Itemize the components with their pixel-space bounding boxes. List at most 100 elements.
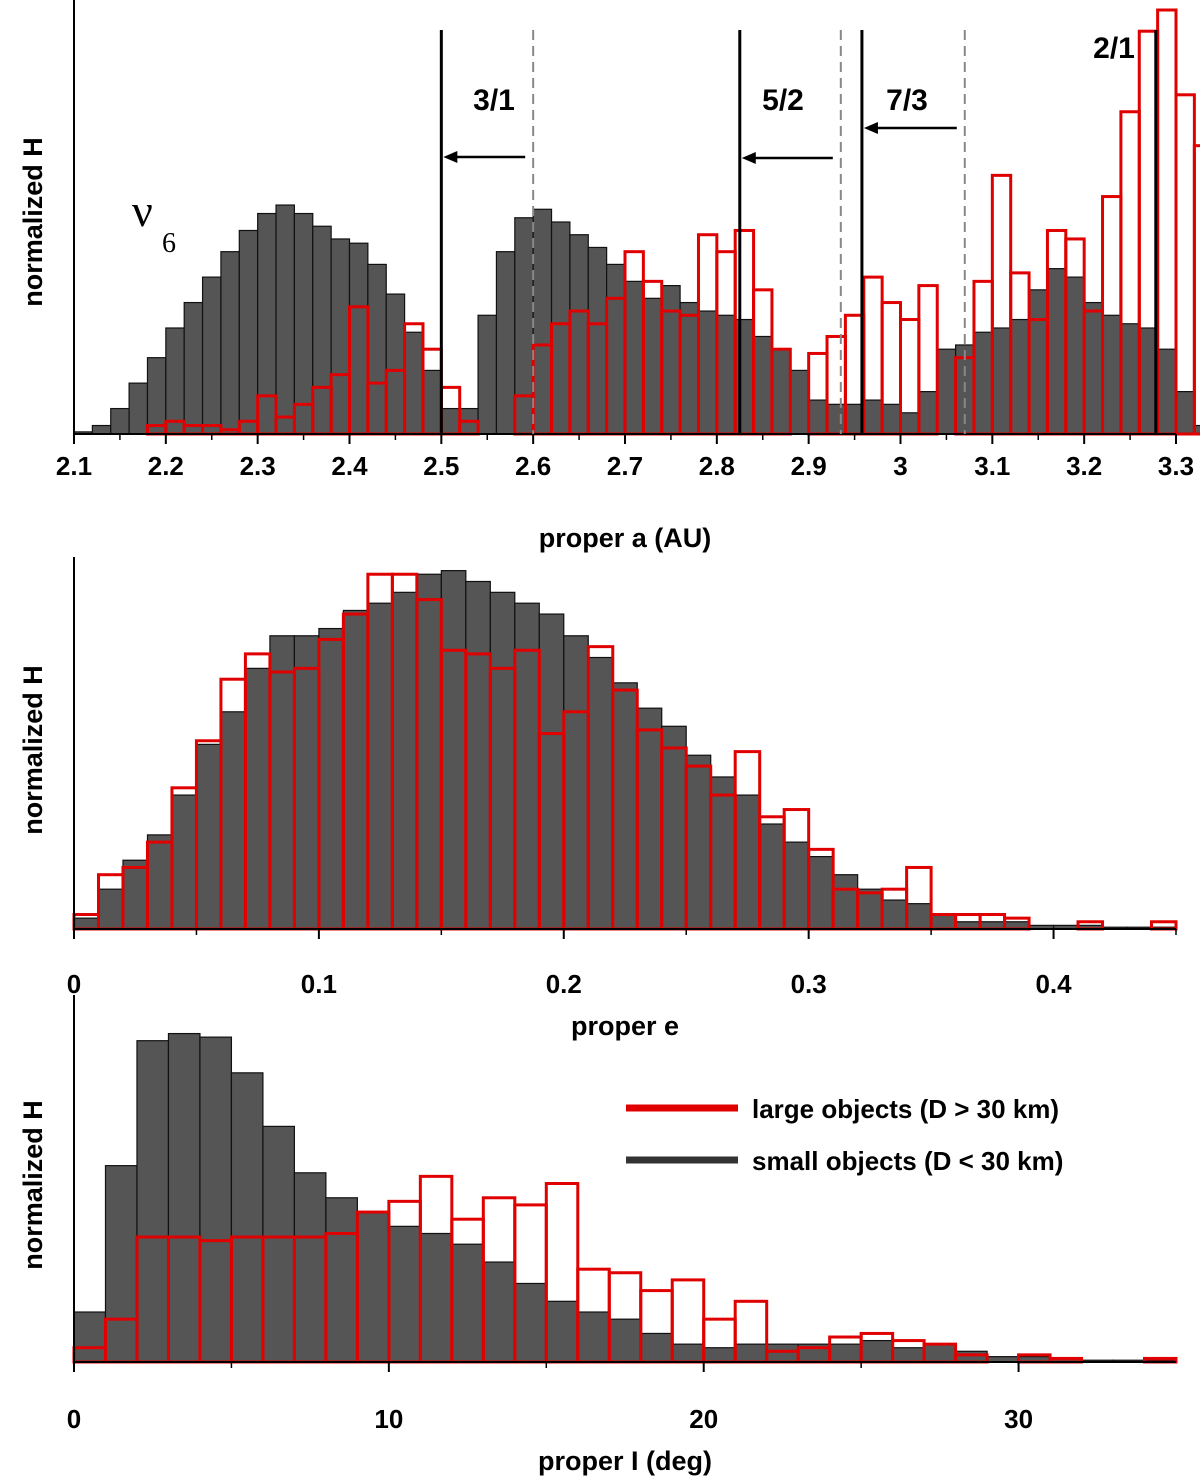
small-objects-bar xyxy=(73,1311,107,1363)
small-objects-bar xyxy=(1010,318,1030,435)
large-objects-bar xyxy=(1150,920,1178,931)
small-objects-bar xyxy=(73,917,100,930)
small-objects-bar xyxy=(918,391,938,435)
small-objects-bar xyxy=(482,1261,516,1363)
x-tick-label: 2.9 xyxy=(791,451,827,481)
small-objects-bar xyxy=(991,327,1012,435)
large-objects-bar xyxy=(1192,144,1200,436)
small-objects-bar xyxy=(587,246,608,435)
small-objects-bar xyxy=(325,1197,358,1363)
x-tick-label: 2.4 xyxy=(331,451,368,481)
small-objects-bar xyxy=(930,913,957,930)
y-axis-title: normalized H xyxy=(18,1100,48,1270)
small-objects-bar xyxy=(262,1125,296,1363)
small-objects-bar xyxy=(608,1318,642,1363)
small-objects-bar xyxy=(199,1036,233,1363)
small-objects-bar xyxy=(1046,268,1067,435)
small-objects-bar xyxy=(954,1350,988,1363)
small-objects-bar xyxy=(661,725,687,930)
x-tick-label: 2.1 xyxy=(56,451,92,481)
small-objects-bar xyxy=(892,1347,925,1363)
small-objects-bar xyxy=(808,399,828,435)
panel-proper-a: 2.1 2.2 2.3 2.4 2.5 2.6 2.7 2.8 2.9 3 3.1 3.2 3.3 pro… xyxy=(18,0,1200,553)
small-objects-bar xyxy=(104,1165,138,1363)
small-objects-bar xyxy=(388,1225,421,1363)
small-objects-bar xyxy=(808,855,834,930)
small-objects-bar xyxy=(1157,348,1177,435)
x-tick-label: 0.2 xyxy=(546,969,582,999)
small-objects-bar xyxy=(293,1172,327,1363)
small-objects-bar xyxy=(422,369,442,435)
small-objects-bar xyxy=(860,1339,894,1363)
small-objects-bar xyxy=(545,1300,579,1363)
small-objects-bar xyxy=(826,403,847,435)
x-tick-label: 2.3 xyxy=(240,451,276,481)
small-objects-bar xyxy=(495,251,516,435)
x-tick-label: 0.1 xyxy=(301,969,337,999)
small-objects-bar xyxy=(91,424,112,435)
x-tick-label: 0 xyxy=(67,969,81,999)
small-objects-bar xyxy=(230,1072,264,1363)
resonance-label: 2/1 xyxy=(1093,32,1135,65)
small-objects-bar xyxy=(171,794,198,930)
legend: large objects (D > 30 km) small objects … xyxy=(626,1094,1063,1176)
arrow-head-icon xyxy=(863,122,878,134)
panel-proper-e: 0 0.1 0.2 0.3 0.4 proper e normalized H xyxy=(18,557,1178,1041)
small-objects-bar xyxy=(183,301,204,435)
small-objects-bar xyxy=(244,667,271,930)
small-objects-bar xyxy=(238,229,259,435)
small-objects-bar xyxy=(936,348,957,435)
x-tick-label: 2.6 xyxy=(515,451,551,481)
small-objects-bar xyxy=(342,609,369,930)
small-objects-bar xyxy=(752,335,773,435)
small-objects-bar xyxy=(514,1282,547,1363)
small-objects-bar xyxy=(624,280,644,435)
small-objects-bar xyxy=(220,711,247,930)
small-objects-bar xyxy=(275,204,295,435)
x-tick-label: 0.3 xyxy=(791,969,827,999)
small-objects-bar xyxy=(771,348,791,435)
legend-large-label: large objects (D > 30 km) xyxy=(752,1094,1059,1124)
y-axis-title: normalized H xyxy=(18,137,48,307)
small-objects-bar xyxy=(312,225,332,435)
small-objects-bar xyxy=(404,331,424,435)
resonance-label: 5/2 xyxy=(762,84,804,117)
small-objects-bar xyxy=(569,234,589,435)
x-tick-label: 2.8 xyxy=(699,451,735,481)
small-objects-bar xyxy=(612,682,638,930)
x-tick-label: 2.5 xyxy=(423,451,459,481)
small-objects-bar xyxy=(759,823,785,930)
small-objects-bar xyxy=(685,754,712,930)
small-objects-bar xyxy=(532,208,553,435)
x-axis-title: proper a (AU) xyxy=(539,523,712,553)
small-objects-bar xyxy=(679,301,700,435)
small-objects-bar xyxy=(661,285,681,435)
small-objects-bar xyxy=(110,407,130,435)
y-axis-title: normalized H xyxy=(18,665,48,835)
small-objects-bar xyxy=(734,794,761,930)
small-objects-bar xyxy=(1083,301,1104,435)
small-objects-bar xyxy=(385,293,406,435)
x-tick-label: 3.3 xyxy=(1158,451,1194,481)
small-objects-bar xyxy=(671,1343,705,1363)
x-axis-title: proper I (deg) xyxy=(538,1446,712,1476)
small-objects-bar xyxy=(122,859,149,930)
small-objects-bar xyxy=(881,899,908,930)
small-objects-bar xyxy=(577,1311,610,1363)
small-objects-bar xyxy=(1065,276,1085,435)
x-tick-label: 3.1 xyxy=(974,451,1010,481)
small-objects-bar xyxy=(716,314,736,435)
x-tick-label: 3 xyxy=(893,451,907,481)
small-objects-bar xyxy=(146,357,167,435)
small-objects-bar xyxy=(220,251,240,435)
x-axis-title: proper e xyxy=(571,1011,679,1041)
small-objects-bar xyxy=(348,242,369,435)
x-tick-label: 0 xyxy=(67,1404,81,1434)
small-objects-bar xyxy=(514,217,534,435)
small-objects-bar xyxy=(789,369,810,435)
arrow-head-icon xyxy=(741,152,756,164)
small-objects-bar xyxy=(97,888,124,930)
small-objects-bar xyxy=(293,212,314,435)
small-objects-bar xyxy=(881,403,902,435)
